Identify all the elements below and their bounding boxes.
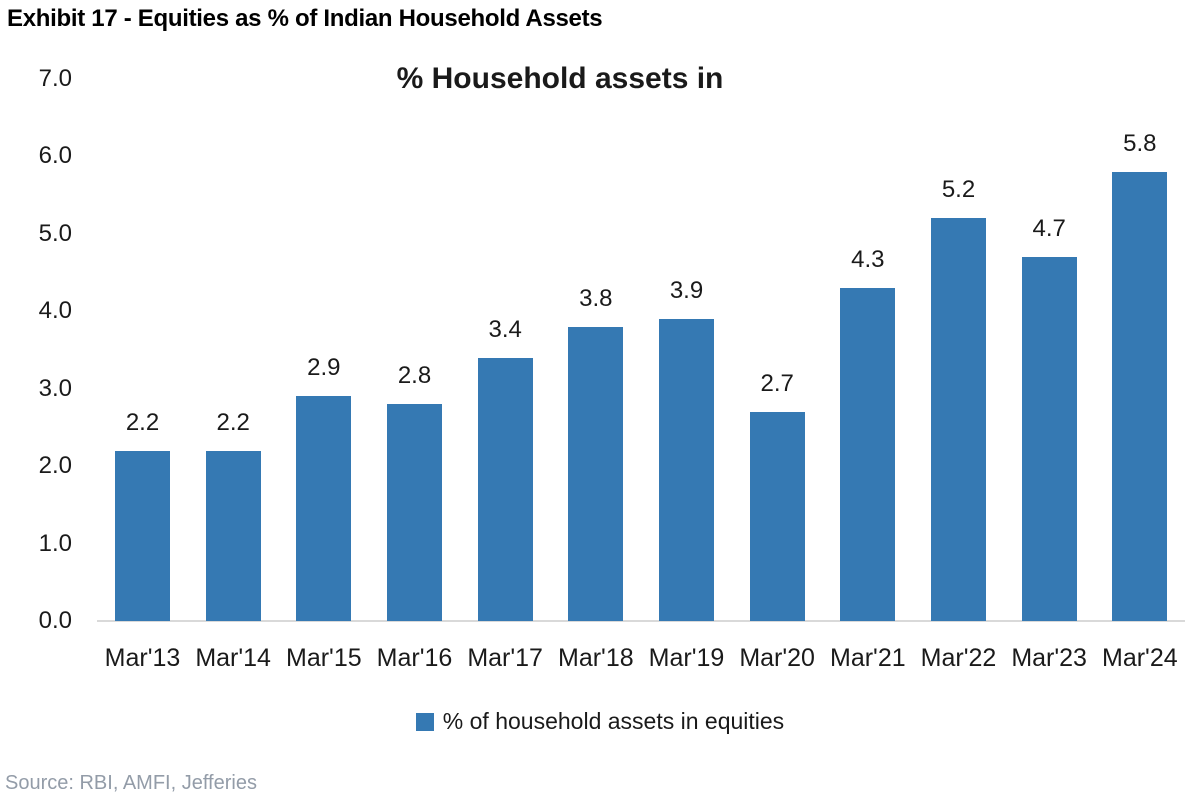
y-axis-tick-label: 4.0 [38,297,72,325]
bar [658,319,714,621]
bar [477,357,533,621]
y-axis-tick-label: 3.0 [38,374,72,402]
x-axis-line [97,620,1185,622]
x-axis-label: Mar'23 [1011,644,1087,672]
bar [1112,171,1168,621]
x-axis-label: Mar'15 [286,644,362,672]
x-axis-label: Mar'14 [195,644,271,672]
y-axis-tick-label: 2.0 [38,452,72,480]
x-axis-label: Mar'24 [1102,644,1178,672]
x-axis-label: Mar'20 [739,644,815,672]
bar [205,450,261,621]
bar-value-label: 4.3 [851,246,885,274]
legend-label: % of household assets in equities [442,708,785,734]
bar-value-label: 3.9 [669,277,704,305]
x-axis-label: Mar'21 [830,644,906,672]
bar [840,288,896,621]
x-axis-label: Mar'17 [467,644,543,672]
bar-value-label: 2.2 [125,408,160,436]
y-axis-tick-label: 1.0 [38,529,72,557]
bar [749,411,805,621]
y-axis-tick-label: 7.0 [38,65,72,92]
plot-area: 2.2 2.2 2.9 2.8 3.4 3.8 3.9 2.7 4.3 5.2 4.7 5.8 [97,0,1185,810]
bar-value-label: 3.8 [579,284,613,312]
bar [930,218,986,621]
bar [386,404,442,621]
bar-value-label: 5.2 [941,176,976,204]
x-axis-label: Mar'22 [920,644,997,672]
bar-value-label: 5.8 [1123,129,1157,157]
x-axis-label: Mar'16 [376,644,453,672]
bar [1021,257,1077,621]
bar [296,396,352,621]
x-axis-label: Mar'19 [648,644,725,672]
x-axis-label: Mar'18 [558,644,634,672]
exhibit-title: Exhibit 17 - Equities as % of Indian Hou… [7,5,603,32]
bar-value-label: 2.7 [760,369,794,397]
y-axis-tick-label: 5.0 [38,219,72,247]
bar-value-label: 3.4 [488,315,522,343]
chart-title: % Household assets in [396,62,724,95]
bar-value-label: 2.2 [216,408,250,436]
y-axis-tick-label: 0.0 [38,607,72,634]
x-axis-label: Mar'13 [104,644,181,672]
bar [568,326,624,621]
bar [114,450,170,621]
bar-value-label: 4.7 [1032,215,1066,243]
y-axis-tick-label: 6.0 [38,142,72,170]
bar-value-label: 2.9 [307,354,341,382]
source-note: Source: RBI, AMFI, Jefferies [5,772,257,794]
legend: % of household assets in equities [0,708,1200,735]
legend-swatch-icon [415,712,434,731]
bar-value-label: 2.8 [397,362,432,390]
